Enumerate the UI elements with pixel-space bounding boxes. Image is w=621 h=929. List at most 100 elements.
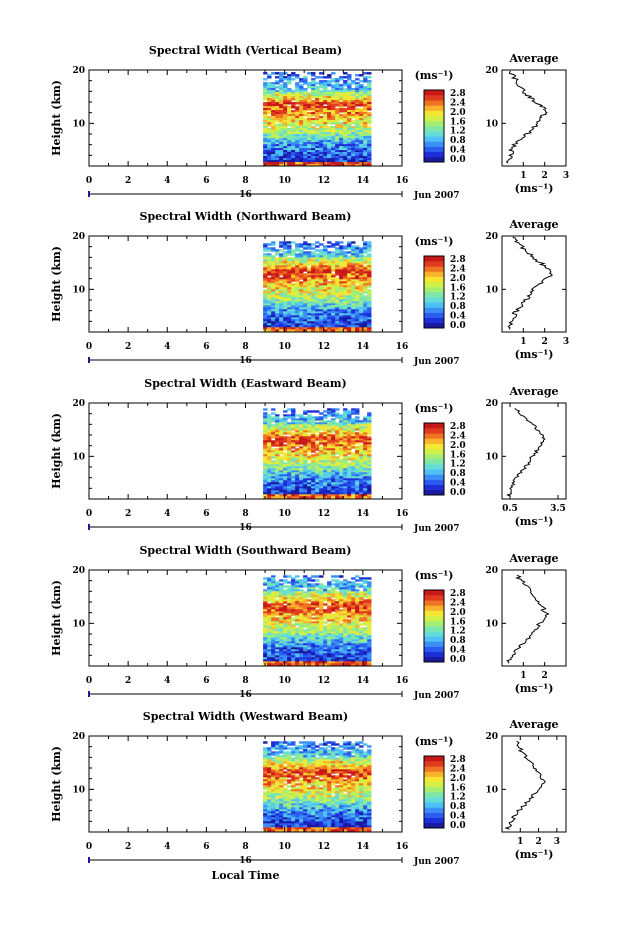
y-tick-label: 10 <box>72 119 85 129</box>
average-frame <box>501 569 567 667</box>
panel-0: Spectral Width (Vertical Beam)0 2 4 6 8 10 12 1… <box>50 44 569 201</box>
y-tick-label: 10 <box>72 619 85 629</box>
average-profile-line <box>505 70 548 164</box>
x-tick-label: 16 <box>396 509 409 519</box>
colorbar-tick: 0.4 <box>450 812 466 822</box>
colorbar-segment <box>424 807 444 813</box>
x-tick-label: 6 <box>203 842 209 852</box>
panel-title: Spectral Width (Northward Beam) <box>140 210 352 223</box>
colorbar-tick: 0.4 <box>450 312 466 322</box>
x-tick-label: 2 <box>125 842 131 852</box>
colorbar-frame <box>423 755 445 829</box>
x-tick-label: 4 <box>164 342 170 352</box>
colorbar-segment <box>424 817 444 824</box>
colorbar-tick: 0.0 <box>450 821 466 831</box>
colorbar-tick: 0.4 <box>450 479 466 489</box>
colorbar-segment <box>424 141 444 147</box>
colorbar-tick: 2.8 <box>450 755 466 765</box>
colorbar-tick: 0.0 <box>450 655 466 665</box>
average-y-tick: 10 <box>485 619 498 629</box>
colorbar-segment <box>424 646 444 653</box>
colorbar-tick: 0.8 <box>450 302 466 312</box>
x-tick-label: 10 <box>278 509 291 519</box>
y-tick-label: 10 <box>72 285 85 295</box>
colorbar-unit: (ms⁻¹) <box>415 569 454 582</box>
colorbar-segment <box>424 469 444 475</box>
colorbar-segment <box>424 786 444 793</box>
heatmap <box>263 72 372 167</box>
colorbar-tick: 0.8 <box>450 469 466 479</box>
average-unit: (ms⁻¹) <box>515 848 554 861</box>
average-profile-line <box>506 574 550 664</box>
colorbar-segment <box>424 479 444 486</box>
x-axis-label: Local Time <box>212 869 280 882</box>
day-label: 16 <box>239 523 252 533</box>
x-tick-label: 10 <box>278 676 291 686</box>
panel-1: Spectral Width (Northward Beam)0 2 4 6 8 10 12… <box>50 210 569 367</box>
x-tick-label: 6 <box>203 509 209 519</box>
colorbar-segment <box>424 484 444 491</box>
colorbar-segment <box>424 448 444 455</box>
colorbar-segment <box>424 428 444 434</box>
colorbar-segment <box>424 271 444 277</box>
average-profile-line <box>504 740 546 830</box>
average-profile-line <box>507 236 553 330</box>
x-tick-label: 10 <box>278 842 291 852</box>
colorbar-segment <box>424 90 444 96</box>
average-frame <box>501 235 567 333</box>
average-x-tick: 3 <box>563 337 569 347</box>
colorbar-segment <box>424 302 444 308</box>
colorbar-segment <box>424 281 444 288</box>
average-y-tick: 20 <box>485 399 498 409</box>
colorbar-segment <box>424 631 444 637</box>
colorbar-unit: (ms⁻¹) <box>415 402 454 415</box>
colorbar-segment <box>424 656 444 663</box>
colorbar-tick: 2.4 <box>450 431 466 441</box>
colorbar-segment <box>424 605 444 611</box>
colorbar-segment <box>424 761 444 767</box>
colorbar-frame <box>423 589 445 663</box>
day-label: 16 <box>239 856 252 866</box>
average-title: Average <box>508 718 558 731</box>
colorbar-segment <box>424 600 444 606</box>
colorbar-segment <box>424 100 444 106</box>
colorbar-segment <box>424 317 444 324</box>
colorbar-tick: 2.4 <box>450 98 466 108</box>
x-tick-label: 4 <box>164 509 170 519</box>
colorbar-segment <box>424 489 444 496</box>
y-tick-label: 20 <box>72 732 85 742</box>
average-x-tick: 2 <box>542 337 548 347</box>
average-x-tick: 3 <box>554 837 560 847</box>
panel-title: Spectral Width (Southward Beam) <box>139 544 351 557</box>
day-label: 16 <box>239 690 252 700</box>
y-tick-label: 20 <box>72 399 85 409</box>
colorbar-segment <box>424 459 444 465</box>
colorbar-segment <box>424 136 444 142</box>
colorbar-segment <box>424 292 444 298</box>
x-tick-label: 12 <box>317 342 330 352</box>
colorbar-segment <box>424 822 444 829</box>
colorbar-segment <box>424 146 444 153</box>
colorbar-tick: 2.4 <box>450 764 466 774</box>
x-tick-label: 6 <box>203 342 209 352</box>
colorbar-tick: 1.2 <box>450 460 466 470</box>
colorbar-segment <box>424 438 444 444</box>
colorbar-segment <box>424 120 444 127</box>
colorbar-frame <box>423 89 445 163</box>
colorbar-segment <box>424 802 444 808</box>
average-x-tick: 1 <box>520 337 526 347</box>
colorbar-segment <box>424 131 444 137</box>
average-frame <box>501 735 567 833</box>
colorbar-segment <box>424 95 444 101</box>
average-profile-line <box>506 407 546 497</box>
colorbar-tick: 2.8 <box>450 589 466 599</box>
y-tick-label: 20 <box>72 566 85 576</box>
average-title: Average <box>508 52 558 65</box>
average-x-tick: 0.5 <box>502 504 518 514</box>
panel-title: Spectral Width (Westward Beam) <box>143 710 348 723</box>
x-tick-label: 0 <box>86 342 92 352</box>
x-tick-label: 4 <box>164 842 170 852</box>
colorbar-segment <box>424 423 444 429</box>
x-tick-label: 12 <box>317 176 330 186</box>
x-tick-label: 14 <box>357 676 370 686</box>
